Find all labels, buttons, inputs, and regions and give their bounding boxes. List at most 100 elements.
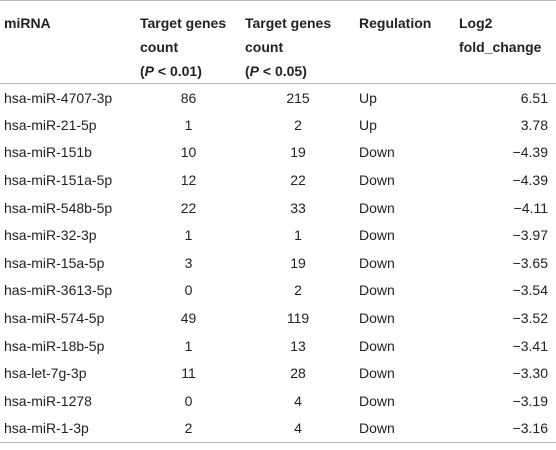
table-cell: 1 <box>184 337 193 354</box>
table-cell: 4 <box>294 420 302 437</box>
table-cell: 2 <box>294 282 302 299</box>
header-note-part: P <box>249 63 260 79</box>
table-cell: 0 <box>184 392 193 409</box>
table-cell: −3.41 <box>512 337 548 354</box>
table-cell: 33 <box>290 199 306 216</box>
table-cell: 119 <box>286 310 310 327</box>
header-cell: Target genes count (P < 0.05) <box>241 1 355 84</box>
table-cell: 19 <box>290 254 306 271</box>
table-cell: 86 <box>180 89 197 106</box>
table-cell: hsa-miR-151a-5p <box>4 172 113 189</box>
table-cell: 3 <box>184 254 193 271</box>
table-row: hsa-miR-548b-5p 22 33 Down −4.11 <box>0 194 556 222</box>
header-note-part: ( <box>245 63 250 79</box>
table-row: hsa-miR-1-3p 2 4 Down −3.16 <box>0 415 556 443</box>
table-cell: hsa-miR-548b-5p <box>4 199 113 216</box>
table-row: hsa-miR-151a-5p 12 22 Down −4.39 <box>0 166 556 194</box>
table-cell: Down <box>359 392 395 409</box>
table-cell: 11 <box>181 365 196 382</box>
table-cell: 10 <box>180 144 197 161</box>
table-row: hsa-miR-4707-3p 86 215 Up 6.51 <box>0 84 556 112</box>
header-line: count <box>245 39 284 55</box>
table-cell: Down <box>359 199 395 216</box>
table-cell: Down <box>359 282 395 299</box>
table-cell: 2 <box>294 116 302 133</box>
header-line: Target genes <box>245 15 332 31</box>
table-cell: Down <box>359 365 395 382</box>
header-note: (P < 0.01) <box>140 59 237 83</box>
header-line: Target genes <box>140 15 227 31</box>
table-cell: −3.16 <box>512 420 548 437</box>
table-cell: hsa-miR-1-3p <box>4 420 89 437</box>
table-cell: −4.39 <box>512 172 548 189</box>
table-row: hsa-miR-15a-5p 3 19 Down −3.65 <box>0 249 556 277</box>
table-cell: −3.52 <box>512 310 548 327</box>
table-cell: 19 <box>290 144 306 161</box>
table-cell: 13 <box>290 337 306 354</box>
header-cell: miRNA <box>0 1 136 84</box>
table-row: hsa-miR-151b 10 19 Down −4.39 <box>0 139 556 167</box>
table-cell: 3.78 <box>520 116 548 133</box>
table-cell: −3.54 <box>512 282 548 299</box>
table-row: has-miR-3613-5p 0 2 Down −3.54 <box>0 277 556 305</box>
table-cell: 215 <box>286 89 310 106</box>
table-cell: 28 <box>290 365 306 382</box>
table-cell: hsa-let-7g-3p <box>4 365 87 382</box>
table-row: hsa-miR-1278 0 4 Down −3.19 <box>0 387 556 415</box>
table-cell: hsa-miR-18b-5p <box>4 337 105 354</box>
table-cell: −3.97 <box>512 227 548 244</box>
header-note-part: P <box>144 63 155 79</box>
table-cell: hsa-miR-4707-3p <box>4 89 113 106</box>
header-note: (P < 0.05) <box>245 59 351 83</box>
table-cell: hsa-miR-32-3p <box>4 227 97 244</box>
table-header: miRNA Target genes count (P < 0.01) Target g… <box>0 0 556 84</box>
table-cell: −3.65 <box>512 254 548 271</box>
table-cell: 22 <box>290 172 306 189</box>
table-cell: 1 <box>184 116 193 133</box>
table-cell: 12 <box>180 172 197 189</box>
header-line: Regulation <box>359 15 432 31</box>
table-cell: 6.51 <box>520 89 548 106</box>
table-row: hsa-miR-574-5p 49 119 Down −3.52 <box>0 304 556 332</box>
table-cell: Down <box>359 420 395 437</box>
table-cell: hsa-miR-574-5p <box>4 310 105 327</box>
table-cell: Up <box>359 116 377 133</box>
header-line: fold_change <box>459 39 542 55</box>
table-cell: 4 <box>294 392 302 409</box>
table-cell: 49 <box>180 310 197 327</box>
table-cell: 0 <box>184 282 193 299</box>
table-cell: has-miR-3613-5p <box>4 282 113 299</box>
header-cell: Regulation <box>355 1 455 84</box>
table-cell: Down <box>359 254 395 271</box>
table-cell: 1 <box>184 227 193 244</box>
table-row: hsa-miR-18b-5p 1 13 Down −3.41 <box>0 332 556 360</box>
table-cell: −4.11 <box>513 199 548 216</box>
header-row: miRNA Target genes count (P < 0.01) Target g… <box>0 0 556 84</box>
table-cell: −4.39 <box>512 144 548 161</box>
table-row: hsa-miR-32-3p 1 1 Down −3.97 <box>0 221 556 249</box>
table-cell: hsa-miR-15a-5p <box>4 254 105 271</box>
table-cell: Down <box>359 310 395 327</box>
table-cell: hsa-miR-21-5p <box>4 116 97 133</box>
table-cell: Down <box>359 227 395 244</box>
table-cell: 22 <box>180 199 197 216</box>
table-cell: −3.19 <box>512 392 548 409</box>
header-note-part: < 0.01) <box>154 63 202 79</box>
table-cell: Down <box>359 172 395 189</box>
table-cell: 1 <box>294 227 302 244</box>
table-cell: Down <box>359 144 395 161</box>
table-cell: 2 <box>184 420 193 437</box>
header-line: miRNA <box>4 15 51 31</box>
header-note-part: ( <box>140 63 145 79</box>
table-body: hsa-miR-4707-3p 86 215 Up 6.51 hsa-miR-21-5p 1… <box>0 84 556 443</box>
table-row: hsa-miR-21-5p 1 2 Up 3.78 <box>0 111 556 139</box>
table-row: hsa-let-7g-3p 11 28 Down −3.30 <box>0 359 556 387</box>
table-cell: −3.30 <box>512 365 548 382</box>
table-cell: Up <box>359 89 377 106</box>
header-line: Log2 <box>459 15 493 31</box>
table-cell: hsa-miR-151b <box>4 144 92 161</box>
header-note-part: < 0.05) <box>259 63 307 79</box>
header-cell: Target genes count (P < 0.01) <box>136 1 241 84</box>
